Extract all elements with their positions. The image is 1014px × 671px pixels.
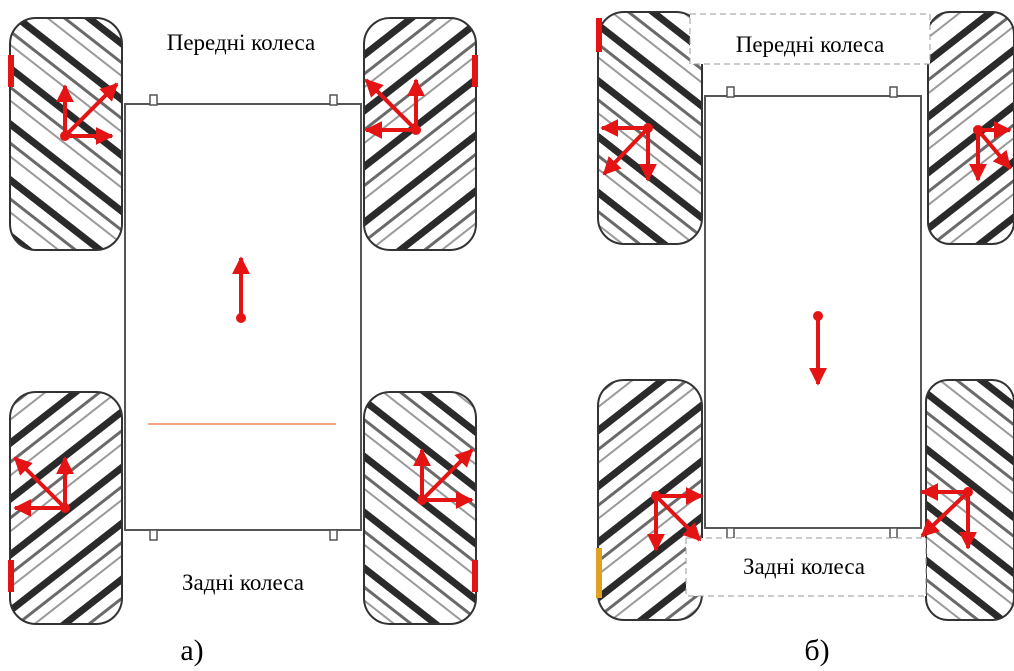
front-left-vectors — [56, 82, 119, 145]
chassis — [704, 86, 922, 539]
body-motion-arrow-forward — [232, 256, 250, 323]
front-right-wheel — [363, 17, 478, 251]
front-left-vectors — [600, 119, 657, 182]
rear-label-frame — [685, 537, 927, 597]
rear-wheels-label: Задні колеса — [182, 570, 304, 595]
rear-left-vectors — [13, 456, 74, 517]
front-right-vectors — [364, 78, 425, 139]
panel-label-a: а) — [180, 634, 203, 667]
panel-a: Передні колеса Задні колеса а) — [8, 17, 478, 667]
rear-left-vectors — [647, 487, 704, 552]
panel-b: Передні колеса Задні колеса б) — [596, 11, 1014, 667]
rear-right-vectors — [413, 448, 474, 509]
front-wheels-label: Передні колеса — [167, 30, 316, 55]
front-right-vectors — [969, 121, 1012, 182]
rear-right-wheel — [363, 391, 478, 625]
body-motion-arrow-backward — [809, 311, 827, 386]
front-wheels-label: Передні колеса — [736, 32, 885, 57]
rear-right-vectors — [920, 483, 977, 550]
panel-label-b: б) — [804, 634, 829, 667]
rear-wheels-label: Задні колеса — [743, 554, 865, 579]
front-label-frame — [689, 13, 931, 65]
front-right-wheel — [927, 11, 1014, 245]
